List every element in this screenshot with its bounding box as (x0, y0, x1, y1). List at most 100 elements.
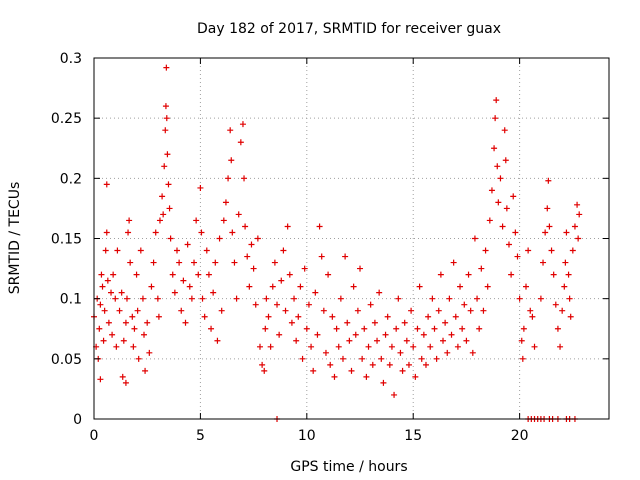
data-point (229, 229, 236, 236)
data-point (561, 283, 568, 290)
data-point (361, 325, 368, 332)
data-point (241, 175, 248, 182)
data-point (575, 235, 582, 242)
data-point (548, 247, 555, 254)
data-point (374, 337, 381, 344)
data-point (284, 223, 291, 230)
data-point (494, 163, 501, 170)
data-point (254, 235, 261, 242)
data-point (335, 343, 342, 350)
data-point (122, 319, 129, 326)
data-point (135, 355, 142, 362)
data-point (512, 229, 519, 236)
data-point (112, 295, 119, 302)
data-point (312, 289, 319, 296)
data-point (235, 211, 242, 218)
data-point (488, 187, 495, 194)
data-point (357, 265, 364, 272)
data-point (193, 217, 200, 224)
data-point (176, 259, 183, 266)
data-point (239, 121, 246, 128)
data-point (491, 145, 498, 152)
data-point (120, 337, 127, 344)
data-point (110, 271, 117, 278)
data-point (167, 235, 174, 242)
data-point (435, 307, 442, 314)
data-point (109, 331, 116, 338)
data-point (461, 301, 468, 308)
data-point (171, 289, 178, 296)
data-point (305, 301, 312, 308)
data-point (371, 319, 378, 326)
data-point (274, 301, 281, 308)
data-point (422, 361, 429, 368)
data-point (384, 313, 391, 320)
data-point (503, 205, 510, 212)
data-point (557, 343, 564, 350)
data-point (97, 376, 104, 383)
data-point (463, 337, 470, 344)
data-point (452, 313, 459, 320)
data-point (416, 283, 423, 290)
data-point (201, 313, 208, 320)
data-point (412, 373, 419, 380)
data-point (546, 223, 553, 230)
data-point (542, 229, 549, 236)
data-point (141, 331, 148, 338)
data-point (293, 337, 300, 344)
data-point (169, 271, 176, 278)
data-point (161, 163, 168, 170)
data-point (337, 295, 344, 302)
data-point (228, 157, 235, 164)
data-point (495, 199, 502, 206)
data-point (354, 307, 361, 314)
data-point (508, 271, 515, 278)
data-point (104, 277, 111, 284)
data-point (303, 325, 310, 332)
data-point (427, 343, 434, 350)
y-tick-label: 0.2 (60, 171, 82, 187)
data-point (320, 307, 327, 314)
data-point (514, 253, 521, 260)
data-point (113, 343, 120, 350)
data-point (301, 265, 308, 272)
data-point (403, 337, 410, 344)
x-tick-label: 20 (511, 428, 529, 444)
data-point (159, 193, 166, 200)
data-point (352, 331, 359, 338)
y-tick-label: 0.3 (60, 51, 82, 67)
data-point (476, 325, 483, 332)
data-point (231, 259, 238, 266)
data-point (119, 373, 126, 380)
data-point (188, 295, 195, 302)
data-point (103, 181, 110, 188)
data-point (173, 247, 180, 254)
data-point (325, 271, 332, 278)
data-point (525, 247, 532, 254)
data-point (116, 307, 123, 314)
data-point (444, 349, 451, 356)
data-point (501, 127, 508, 134)
x-tick-label: 0 (90, 428, 99, 444)
data-point (391, 391, 398, 398)
data-point (414, 325, 421, 332)
data-point (316, 223, 323, 230)
data-point (408, 307, 415, 314)
data-point (244, 253, 251, 260)
x-axis-label: GPS time / hours (290, 459, 407, 475)
data-point (566, 295, 573, 302)
data-point (265, 313, 272, 320)
data-point (519, 355, 526, 362)
data-point (359, 355, 366, 362)
data-point (165, 181, 172, 188)
data-point (105, 319, 112, 326)
data-point (429, 295, 436, 302)
data-point (493, 97, 500, 104)
data-point (537, 295, 544, 302)
x-tick-label: 5 (196, 428, 205, 444)
data-point (554, 325, 561, 332)
y-axis-label: SRMTID / TECUs (7, 182, 23, 295)
data-point (154, 295, 161, 302)
data-point (480, 307, 487, 314)
